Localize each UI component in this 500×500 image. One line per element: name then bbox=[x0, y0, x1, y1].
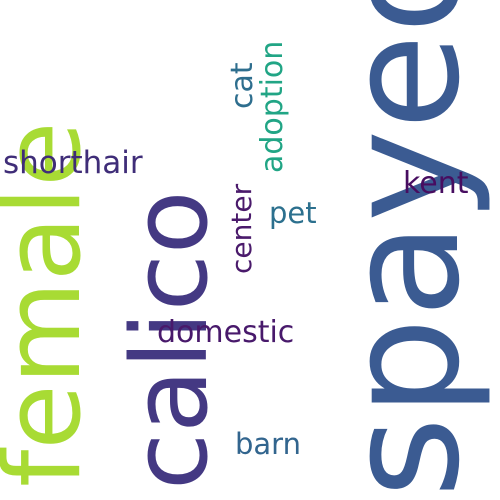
word-center: center bbox=[225, 183, 258, 274]
word-pet: pet bbox=[269, 196, 317, 230]
word-shorthair: shorthair bbox=[3, 145, 143, 181]
word-cat: cat bbox=[225, 62, 260, 109]
word-kent: kent bbox=[403, 166, 469, 201]
word-adoption: adoption bbox=[255, 40, 290, 173]
word-spayed: spayed bbox=[312, 0, 494, 498]
word-domestic: domestic bbox=[157, 315, 295, 350]
word-barn: barn bbox=[235, 427, 301, 461]
